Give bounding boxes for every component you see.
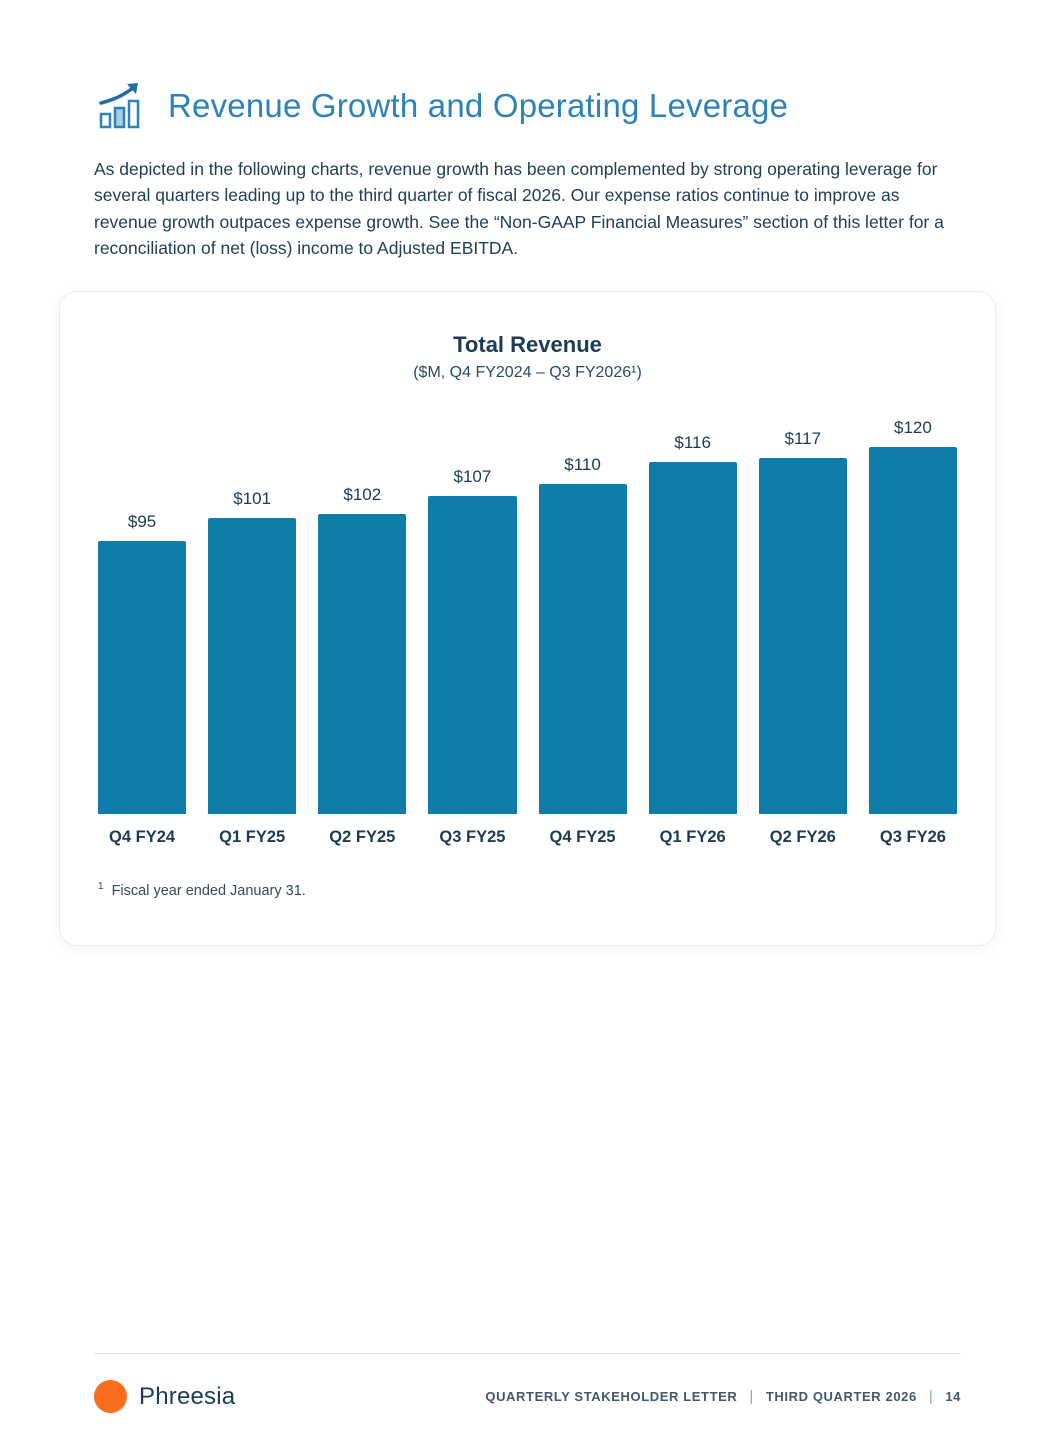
chart-subtitle: ($M, Q4 FY2024 – Q3 FY2026¹) bbox=[413, 364, 642, 381]
bar-column: $116 bbox=[648, 410, 737, 814]
footnote-marker: 1 bbox=[98, 881, 104, 892]
bar bbox=[538, 484, 627, 814]
bar-value-label: $117 bbox=[784, 429, 822, 448]
chart-title: Total Revenue bbox=[453, 332, 602, 357]
bar-chart: $95 $101 $102 $107 $110 $116 $117 $120 bbox=[98, 410, 957, 814]
document-page: Revenue Growth and Operating Leverage As… bbox=[0, 78, 1055, 1443]
bar-category-label: Q1 FY26 bbox=[659, 828, 726, 846]
footer-separator: | bbox=[928, 1388, 934, 1405]
bar-value-label: $102 bbox=[343, 485, 382, 504]
footer-letter-label: QUARTERLY STAKEHOLDER LETTER bbox=[485, 1389, 738, 1404]
bar bbox=[868, 447, 957, 814]
bar bbox=[428, 496, 517, 814]
bar-column: $101 bbox=[208, 410, 297, 814]
footer-separator: | bbox=[749, 1388, 754, 1405]
bar bbox=[648, 462, 737, 814]
bar-value-label: $110 bbox=[564, 455, 601, 474]
footer-page-number: 14 bbox=[945, 1389, 961, 1404]
bar bbox=[318, 514, 407, 814]
bar-category-label: Q1 FY25 bbox=[219, 828, 286, 846]
footer-meta: QUARTERLY STAKEHOLDER LETTER | THIRD QUA… bbox=[485, 1388, 961, 1405]
bar-category-label: Q3 FY25 bbox=[439, 828, 506, 846]
bar-category-label: Q4 FY25 bbox=[549, 828, 616, 846]
footer-quarter-label: THIRD QUARTER 2026 bbox=[765, 1389, 917, 1404]
page-footer: Phreesia QUARTERLY STAKEHOLDER LETTER | … bbox=[94, 1353, 961, 1413]
brand-name: Phreesia bbox=[139, 1382, 236, 1410]
bar-column: $117 bbox=[758, 410, 847, 814]
bar-value-label: $107 bbox=[453, 467, 492, 486]
bar bbox=[758, 458, 847, 814]
intro-paragraph: As depicted in the following charts, rev… bbox=[94, 159, 944, 258]
bar-value-label: $95 bbox=[127, 512, 157, 531]
brand-dot-icon bbox=[94, 1380, 127, 1413]
bar-category-label: Q2 FY26 bbox=[769, 828, 836, 846]
bar-column: $95 bbox=[98, 410, 187, 814]
page-header: Revenue Growth and Operating Leverage bbox=[94, 78, 961, 134]
bar-value-label: $116 bbox=[674, 433, 711, 452]
footnote: 1 Fiscal year ended January 31. bbox=[98, 881, 957, 899]
bar-column: $107 bbox=[428, 410, 517, 814]
bar-value-label: $120 bbox=[894, 418, 932, 437]
bar-category-label: Q2 FY25 bbox=[329, 828, 396, 846]
bar-value-label: $101 bbox=[233, 489, 272, 508]
chart-card: Total Revenue ($M, Q4 FY2024 – Q3 FY2026… bbox=[59, 291, 996, 946]
bar-chart-growth-icon bbox=[94, 78, 150, 134]
bar-column: $120 bbox=[868, 410, 957, 814]
bar bbox=[208, 518, 297, 814]
bar-chart-category-axis: Q4 FY24 Q1 FY25 Q2 FY25 Q3 FY25 Q4 FY25 Q1 FY… bbox=[98, 828, 957, 847]
footnote-text: Fiscal year ended January 31. bbox=[111, 882, 306, 899]
bar bbox=[98, 541, 187, 814]
bar-category-label: Q4 FY24 bbox=[109, 828, 176, 846]
page-title: Revenue Growth and Operating Leverage bbox=[168, 87, 789, 124]
brand-logo: Phreesia bbox=[94, 1380, 235, 1413]
bar-category-label: Q3 FY26 bbox=[879, 828, 946, 846]
bar-column: $110 bbox=[538, 410, 627, 814]
bar-column: $102 bbox=[318, 410, 407, 814]
